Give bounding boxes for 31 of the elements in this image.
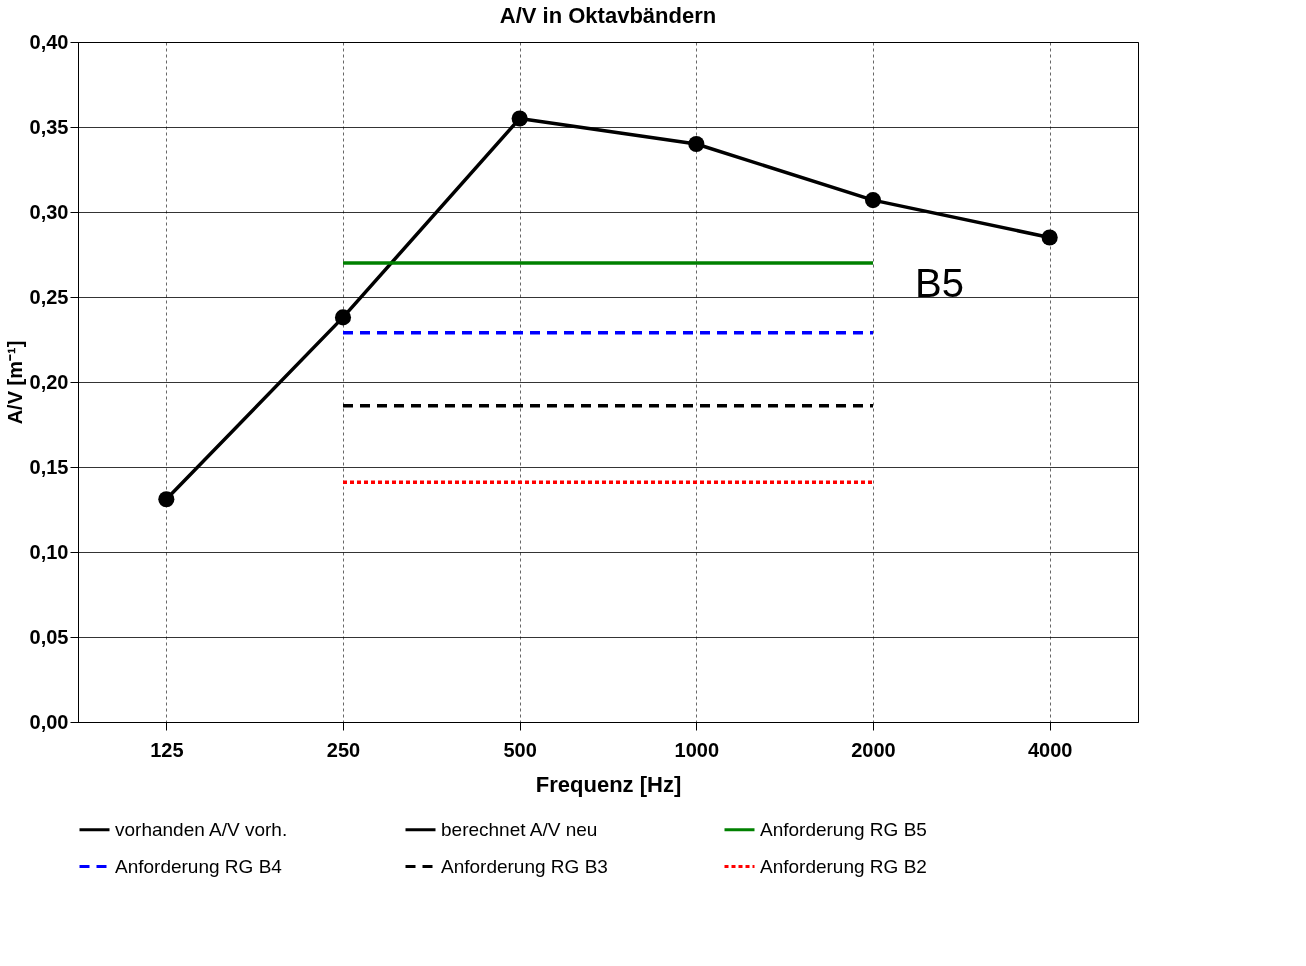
y-tick-label: 0,40 — [29, 30, 69, 53]
y-tick-label: 0,30 — [29, 200, 69, 223]
annotation: B5 — [915, 261, 964, 305]
y-tick-label: 0,25 — [29, 285, 69, 308]
x-tick-label: 2000 — [851, 738, 896, 761]
legend-label: Anforderung RG B5 — [760, 818, 927, 840]
point — [511, 110, 528, 127]
x-tick-label: 1000 — [674, 738, 720, 761]
legend-label: Anforderung RG B4 — [115, 855, 283, 877]
legend-label: berechnet A/V neu — [441, 818, 598, 840]
legend-label: vorhanden A/V vorh. — [115, 818, 288, 840]
y-axis-title: A/V [m⁻¹] — [3, 340, 26, 425]
point — [1041, 229, 1058, 246]
x-tick-label: 125 — [150, 738, 184, 761]
x-tick-label: 250 — [326, 738, 361, 761]
y-tick-label: 0,05 — [29, 625, 69, 648]
point — [158, 491, 175, 508]
point — [334, 309, 352, 326]
x-tick-label: 500 — [503, 738, 537, 761]
point — [688, 135, 705, 153]
y-tick-label: 0,00 — [29, 710, 69, 733]
y-tick-label: 0,10 — [29, 540, 69, 563]
y-tick-label: 0,15 — [29, 455, 69, 478]
point — [864, 192, 882, 209]
chart-title: A/V in Oktavbändern — [499, 3, 717, 28]
y-tick-label: 0,20 — [29, 370, 69, 393]
x-axis-title: Frequenz [Hz] — [535, 771, 682, 797]
x-tick-label: 4000 — [1027, 738, 1073, 761]
legend-label: Anforderung RG B2 — [760, 855, 927, 877]
y-tick-label: 0,35 — [29, 115, 69, 138]
legend-label: Anforderung RG B3 — [441, 855, 608, 877]
